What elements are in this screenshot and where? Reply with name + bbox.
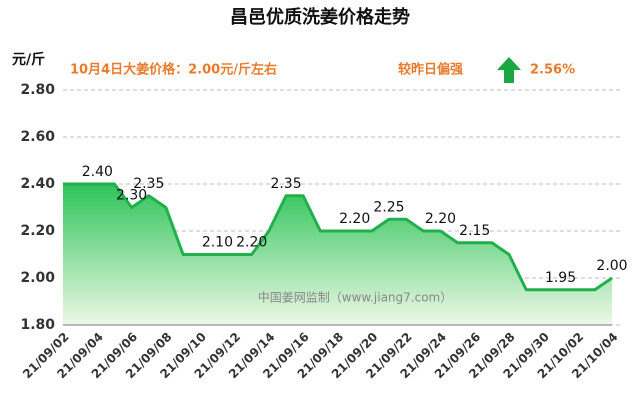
y-tick-label: 2.20 [20, 223, 55, 239]
data-label: 2.35 [270, 176, 301, 192]
y-tick-label: 1.80 [20, 317, 55, 333]
plot-area: 1.802.002.202.402.602.8021/09/0221/09/04… [20, 82, 628, 381]
line [63, 182, 613, 292]
data-label: 2.20 [425, 211, 456, 227]
data-label: 2.10 [202, 235, 233, 251]
y-tick-label: 2.80 [20, 82, 55, 98]
data-label: 2.00 [596, 258, 627, 274]
area [63, 184, 612, 325]
up-arrow [497, 57, 521, 83]
annotation: 10月4日大姜价格：2.00元/斤左右 [70, 62, 277, 78]
annotation: 较昨日偏强 [398, 62, 463, 78]
data-label: 1.95 [545, 270, 576, 286]
y-tick-label: 2.40 [20, 176, 55, 192]
y-axis-unit: 元/斤 [12, 51, 45, 68]
data-label: 2.20 [236, 235, 267, 251]
data-label: 2.15 [459, 223, 490, 239]
y-tick-label: 2.00 [20, 270, 55, 286]
watermark: 中国姜网监制（www.jiang7.com） [258, 290, 452, 305]
data-label: 2.20 [339, 211, 370, 227]
data-label: 2.30 [116, 188, 147, 204]
chart-title: 昌邑优质洗姜价格走势 [230, 6, 410, 28]
data-label: 2.40 [82, 164, 113, 180]
y-tick-label: 2.60 [20, 129, 55, 145]
annotation: 2.56% [530, 63, 575, 78]
data-label: 2.25 [373, 199, 404, 215]
data-label: 2.35 [133, 176, 164, 192]
